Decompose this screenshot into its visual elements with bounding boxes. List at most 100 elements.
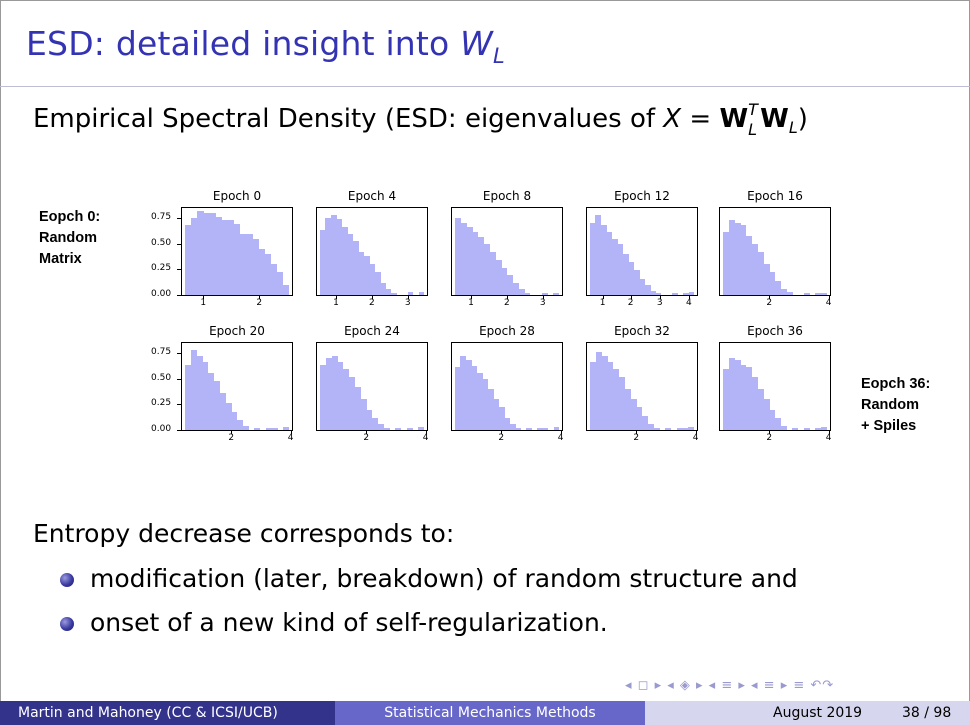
x-tick-mark xyxy=(602,296,604,299)
histogram-bar xyxy=(542,427,549,430)
body-intro: Entropy decrease corresponds to: xyxy=(33,519,455,548)
y-tick-mark xyxy=(177,269,181,271)
histogram-bar xyxy=(501,268,508,295)
slide-subtitle: Empirical Spectral Density (ESD: eigenva… xyxy=(33,100,808,139)
histogram-title: Epoch 24 xyxy=(344,324,400,338)
histogram-bar xyxy=(633,270,640,295)
x-tick-label: 3 xyxy=(656,298,663,308)
x-tick-label: 2 xyxy=(766,433,773,443)
y-tick-label: 0.00 xyxy=(151,289,172,299)
x-tick-label: 2 xyxy=(633,433,640,443)
histogram-bar xyxy=(504,417,511,430)
right-label-line-2: Random xyxy=(861,397,919,413)
histogram-bar xyxy=(493,399,500,430)
histogram-title: Epoch 28 xyxy=(479,324,535,338)
histogram-bar xyxy=(734,360,741,430)
histogram-bar xyxy=(815,292,822,295)
histogram-bar xyxy=(757,252,764,295)
y-tick-mark xyxy=(177,378,181,380)
x-tick-label: 4 xyxy=(825,298,832,308)
histogram-bar xyxy=(325,358,332,430)
histogram-bar xyxy=(682,427,689,430)
histogram-bar xyxy=(628,262,635,295)
x-tick-label: 2 xyxy=(228,433,235,443)
histogram-bar xyxy=(360,399,367,430)
histogram-bar xyxy=(622,254,629,295)
histogram-bar xyxy=(233,224,241,295)
histogram-panel xyxy=(451,342,563,431)
histogram-bar xyxy=(460,223,467,295)
histogram-bar xyxy=(455,366,461,430)
histogram-bar xyxy=(352,240,359,295)
histogram-bar xyxy=(460,356,467,430)
histogram-bar xyxy=(769,409,776,430)
histogram-bar xyxy=(655,292,662,295)
histogram-bar xyxy=(282,284,290,295)
x-tick-mark xyxy=(366,431,368,434)
histogram-bar xyxy=(613,368,620,430)
histogram-bar xyxy=(482,378,489,430)
x-tick-label: 2 xyxy=(627,298,634,308)
histogram-bar xyxy=(369,264,376,295)
y-tick-label: 0.25 xyxy=(151,398,172,409)
beamer-nav-icons[interactable]: ◂ ◻ ▸ ◂ ◈ ▸ ◂ ≡ ▸ ◂ ≡ ▸ ≡ ↶↷ xyxy=(625,678,835,693)
histogram-title: Epoch 20 xyxy=(209,324,265,338)
histogram-bar xyxy=(478,236,485,295)
x-tick-mark xyxy=(203,296,205,299)
x-tick-label: 4 xyxy=(825,433,832,443)
histogram-bar xyxy=(507,274,514,295)
histogram-bar xyxy=(775,417,782,430)
bullet-dot-icon xyxy=(60,617,74,631)
histogram-bar xyxy=(325,218,332,295)
histogram-bar xyxy=(515,427,521,430)
histogram-bar xyxy=(471,365,478,430)
subtitle-prefix: Empirical Spectral Density (ESD: eigenva… xyxy=(33,104,664,134)
histogram-bar xyxy=(347,233,354,295)
subtitle-sub: L xyxy=(748,120,758,139)
x-tick-mark xyxy=(630,296,632,299)
left-label-line-2: Random xyxy=(39,230,97,246)
histogram-bar xyxy=(688,291,695,295)
histogram-bar xyxy=(821,292,828,295)
histogram-bar xyxy=(383,427,390,430)
histogram-bar xyxy=(240,233,247,295)
histogram-panel xyxy=(181,207,293,296)
histogram-bar xyxy=(676,427,683,430)
histogram-bar xyxy=(465,360,472,430)
histogram-bar xyxy=(601,356,608,430)
histogram-bar xyxy=(264,254,271,295)
histogram-panel xyxy=(316,342,428,431)
histogram-bar xyxy=(276,272,284,295)
histogram-bar xyxy=(466,227,473,295)
histogram-bar xyxy=(595,215,602,295)
histogram-bar xyxy=(650,290,656,295)
histogram-bar xyxy=(751,376,758,430)
x-tick-mark xyxy=(501,431,503,434)
x-tick-label: 2 xyxy=(363,433,370,443)
histogram-panel xyxy=(719,207,831,296)
footer-authors-text: Martin and Mahoney (CC & ICSI/UCB) xyxy=(18,705,278,721)
subtitle-x: X xyxy=(663,104,682,134)
histogram-bar xyxy=(487,389,494,430)
x-tick-mark xyxy=(689,296,691,299)
y-tick-label: 0.00 xyxy=(151,424,172,434)
histogram-bar xyxy=(354,387,361,430)
subtitle-w2: W xyxy=(760,104,789,134)
x-tick-label: 1 xyxy=(333,298,339,308)
histogram-bar xyxy=(258,248,265,295)
x-tick-mark xyxy=(407,296,409,299)
histogram-bar xyxy=(595,352,602,430)
histogram-bar xyxy=(283,426,290,430)
y-tick-label: 0.25 xyxy=(151,263,172,274)
y-tick-mark xyxy=(177,218,181,220)
histogram-title: Epoch 12 xyxy=(614,189,670,203)
histogram-panel xyxy=(586,342,698,431)
histogram-bar xyxy=(815,427,822,430)
x-tick-mark xyxy=(636,431,638,434)
histogram-bar xyxy=(740,225,747,295)
x-tick-mark xyxy=(560,431,562,434)
title-divider xyxy=(0,86,970,87)
histogram-bar xyxy=(197,211,204,295)
histogram-bar xyxy=(196,356,203,430)
